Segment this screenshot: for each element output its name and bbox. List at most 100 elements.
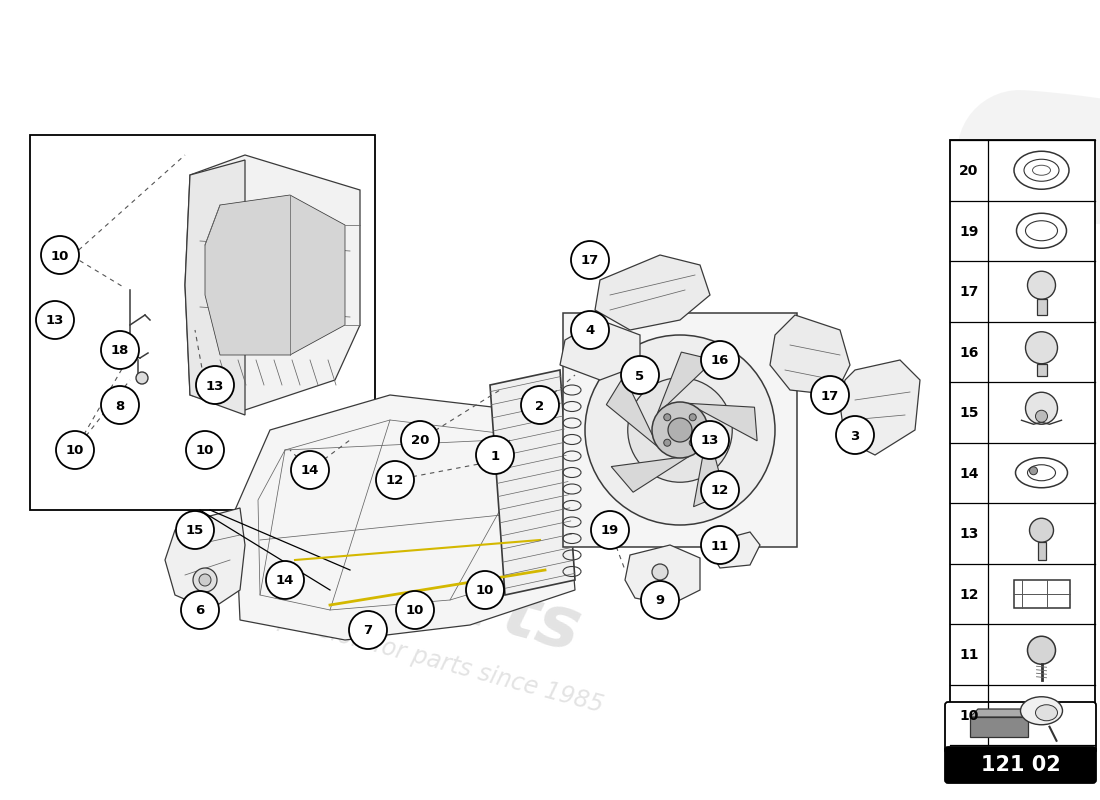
Circle shape (1027, 271, 1056, 299)
Text: 14: 14 (959, 466, 979, 481)
Text: elcparts: elcparts (252, 514, 589, 666)
Polygon shape (563, 313, 798, 547)
FancyBboxPatch shape (1037, 542, 1045, 560)
Circle shape (1025, 332, 1057, 364)
Circle shape (402, 421, 439, 459)
Ellipse shape (1035, 705, 1057, 721)
Circle shape (1035, 410, 1047, 422)
Circle shape (701, 526, 739, 564)
Circle shape (476, 436, 514, 474)
Text: 13: 13 (46, 314, 64, 327)
Text: 4: 4 (585, 325, 595, 338)
Text: 10: 10 (476, 585, 494, 598)
Circle shape (591, 511, 629, 549)
Text: 10: 10 (406, 605, 425, 618)
Text: 20: 20 (410, 434, 429, 447)
Circle shape (621, 356, 659, 394)
Text: 17: 17 (581, 254, 600, 267)
Text: 13: 13 (959, 527, 979, 542)
Circle shape (836, 416, 874, 454)
Text: 10: 10 (66, 445, 85, 458)
Text: 1: 1 (491, 450, 499, 462)
Polygon shape (970, 709, 1036, 717)
Circle shape (199, 574, 211, 586)
Polygon shape (185, 155, 360, 410)
Circle shape (571, 241, 609, 279)
Polygon shape (595, 255, 710, 330)
Polygon shape (770, 315, 850, 395)
Polygon shape (693, 430, 725, 506)
Text: 15: 15 (186, 525, 205, 538)
Circle shape (663, 439, 671, 446)
Circle shape (652, 564, 668, 580)
Text: 11: 11 (959, 648, 979, 662)
Text: a passion for parts since 1985: a passion for parts since 1985 (254, 602, 605, 718)
Circle shape (101, 331, 139, 369)
Polygon shape (606, 376, 658, 446)
Text: 13: 13 (701, 434, 719, 447)
Text: 14: 14 (300, 465, 319, 478)
Circle shape (1027, 636, 1056, 664)
Text: 17: 17 (959, 286, 979, 299)
Circle shape (176, 511, 214, 549)
Polygon shape (185, 160, 245, 415)
Polygon shape (625, 545, 700, 605)
Text: 10: 10 (959, 709, 979, 722)
Text: 19: 19 (959, 225, 979, 238)
Circle shape (585, 335, 776, 525)
Circle shape (196, 366, 234, 404)
Circle shape (56, 431, 94, 469)
Text: 12: 12 (959, 588, 979, 602)
FancyBboxPatch shape (945, 702, 1096, 753)
Polygon shape (840, 360, 920, 455)
FancyBboxPatch shape (1036, 299, 1046, 315)
Text: 5: 5 (636, 370, 645, 382)
Circle shape (466, 571, 504, 609)
FancyBboxPatch shape (945, 747, 1096, 783)
Circle shape (396, 591, 435, 629)
Text: 3: 3 (850, 430, 859, 442)
Circle shape (1030, 518, 1054, 542)
Text: 16: 16 (711, 354, 729, 367)
Ellipse shape (1021, 697, 1063, 725)
Text: 12: 12 (386, 474, 404, 487)
Text: 11: 11 (711, 539, 729, 553)
Circle shape (266, 561, 304, 599)
Text: 16: 16 (959, 346, 979, 360)
Circle shape (101, 386, 139, 424)
FancyBboxPatch shape (950, 140, 1094, 745)
Circle shape (701, 471, 739, 509)
Circle shape (690, 414, 696, 421)
Circle shape (571, 311, 609, 349)
Polygon shape (970, 717, 1028, 737)
Circle shape (182, 591, 219, 629)
Text: 20: 20 (959, 164, 979, 178)
Circle shape (292, 451, 329, 489)
Circle shape (691, 421, 729, 459)
Text: 6: 6 (196, 605, 205, 618)
Circle shape (1030, 466, 1037, 474)
Circle shape (376, 461, 414, 499)
Text: 9: 9 (656, 594, 664, 607)
Circle shape (41, 236, 79, 274)
Polygon shape (205, 195, 345, 355)
Circle shape (628, 378, 733, 482)
Circle shape (36, 301, 74, 339)
Circle shape (701, 341, 739, 379)
Circle shape (521, 386, 559, 424)
Text: 10: 10 (51, 250, 69, 262)
Polygon shape (490, 370, 575, 595)
Polygon shape (235, 395, 575, 640)
Circle shape (652, 402, 708, 458)
Polygon shape (165, 508, 245, 610)
Text: 7: 7 (363, 625, 373, 638)
Circle shape (668, 418, 692, 442)
Circle shape (663, 414, 671, 421)
Text: 13: 13 (206, 379, 224, 393)
Text: 15: 15 (959, 406, 979, 420)
Text: 121 02: 121 02 (980, 755, 1060, 775)
Circle shape (1025, 392, 1057, 424)
Text: 14: 14 (276, 574, 294, 587)
Text: 17: 17 (821, 390, 839, 402)
Circle shape (641, 581, 679, 619)
